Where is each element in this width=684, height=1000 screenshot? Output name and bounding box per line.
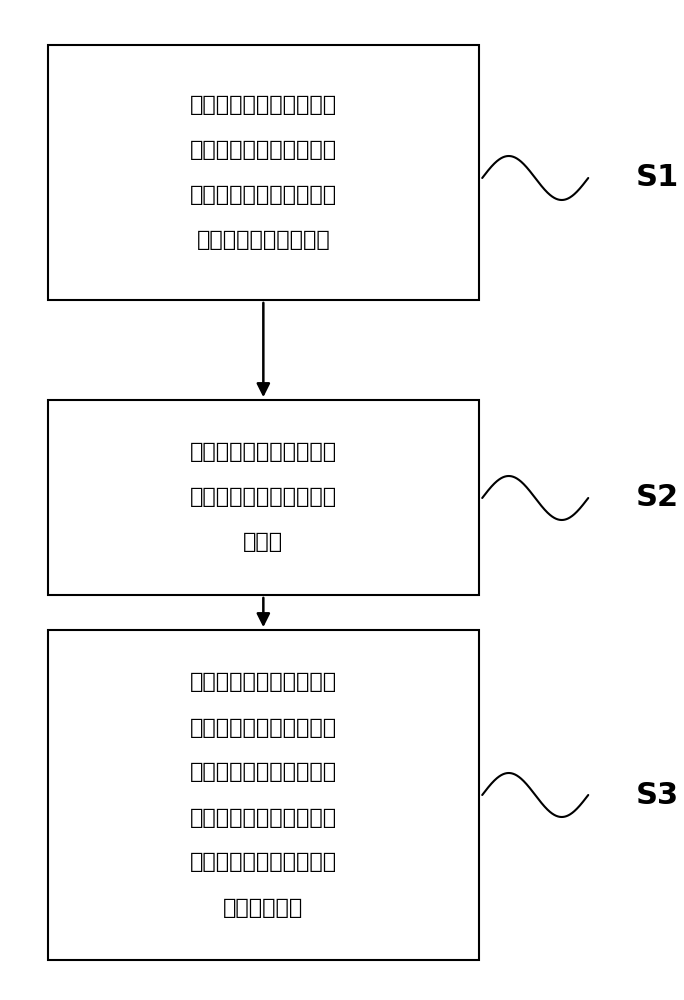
Bar [48,400,479,595]
Text: 流量数据结果发送电压控: 流量数据结果发送电压控 [189,488,337,507]
Bar [48,45,479,300]
Text: 洗管道水流量: 洗管道水流量 [223,898,304,918]
Text: 所述电压调节板接收所述: 所述电压调节板接收所述 [189,672,337,692]
Text: S1: S1 [636,163,679,192]
Text: 数据并根据流量数据判断: 数据并根据流量数据判断 [189,185,337,205]
Text: 号调节所述电压调节电磁: 号调节所述电压调节电磁 [189,808,337,828]
Text: 号并根据所述电压控制信: 号并根据所述电压控制信 [189,762,337,782]
Text: 所述流量控制器根据所述: 所述流量控制器根据所述 [189,442,337,462]
Bar [48,630,479,960]
Text: 阀的电压，以控制所述清: 阀的电压，以控制所述清 [189,852,337,872]
Text: 制信号: 制信号 [244,532,283,552]
Text: S3: S3 [636,780,679,810]
Text: S2: S2 [636,484,679,512]
Text: 所述流量计记录的水流量: 所述流量计记录的水流量 [189,140,337,160]
Text: 所述清洗管道的水流量: 所述清洗管道的水流量 [196,230,330,250]
Text: 流量控制器的电压控制信: 流量控制器的电压控制信 [189,718,337,738]
Text: 通过所述流量控制器获取: 通过所述流量控制器获取 [189,95,337,115]
